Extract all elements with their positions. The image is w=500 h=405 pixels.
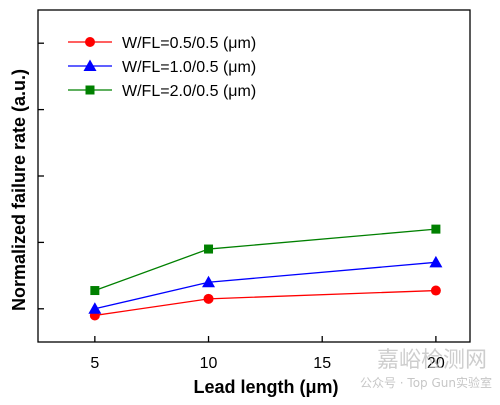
plot-layer: 5 10 15 20 (37, 9, 471, 372)
data-point-series-2 (202, 275, 216, 288)
data-point-series-3 (90, 286, 100, 296)
data-point-series-2 (429, 255, 443, 268)
data-point-series-3 (204, 244, 214, 254)
watermark: 嘉峪检测网 公众号 · Top Gun实验室 (360, 348, 492, 390)
legend-marker-2 (83, 59, 97, 71)
data-point-series-2 (88, 302, 102, 314)
y-axis-title: Normalized failure rate (a.u.) (9, 69, 29, 311)
legend-label-3: W/FL=2.0/0.5 (μm) (122, 83, 256, 100)
watermark-site-name: 嘉峪检测网 (377, 348, 487, 373)
x-axis-title: Lead length (μm) (193, 377, 338, 397)
data-point-series-1 (203, 293, 214, 304)
series-line-2 (94, 261, 436, 310)
series-line-3 (94, 228, 436, 292)
series-line-1 (94, 289, 436, 317)
data-point-series-3 (431, 224, 441, 234)
data-point-series-1 (430, 285, 441, 296)
x-tick-label: 5 (90, 355, 99, 372)
legend-label-1: W/FL=0.5/0.5 (μm) (122, 35, 256, 52)
x-tick-label: 15 (313, 355, 331, 372)
legend-marker-1 (85, 37, 95, 47)
legend-marker-3 (85, 85, 95, 95)
x-tick-label: 10 (200, 355, 218, 372)
watermark-account-name: 公众号 · Top Gun实验室 (360, 375, 492, 390)
x-tick-label: 20 (427, 355, 445, 372)
legend: W/FL=0.5/0.5 (μm) W/FL=1.0/0.5 (μm) W/FL=2… (68, 35, 256, 100)
legend-label-2: W/FL=1.0/0.5 (μm) (122, 59, 256, 76)
